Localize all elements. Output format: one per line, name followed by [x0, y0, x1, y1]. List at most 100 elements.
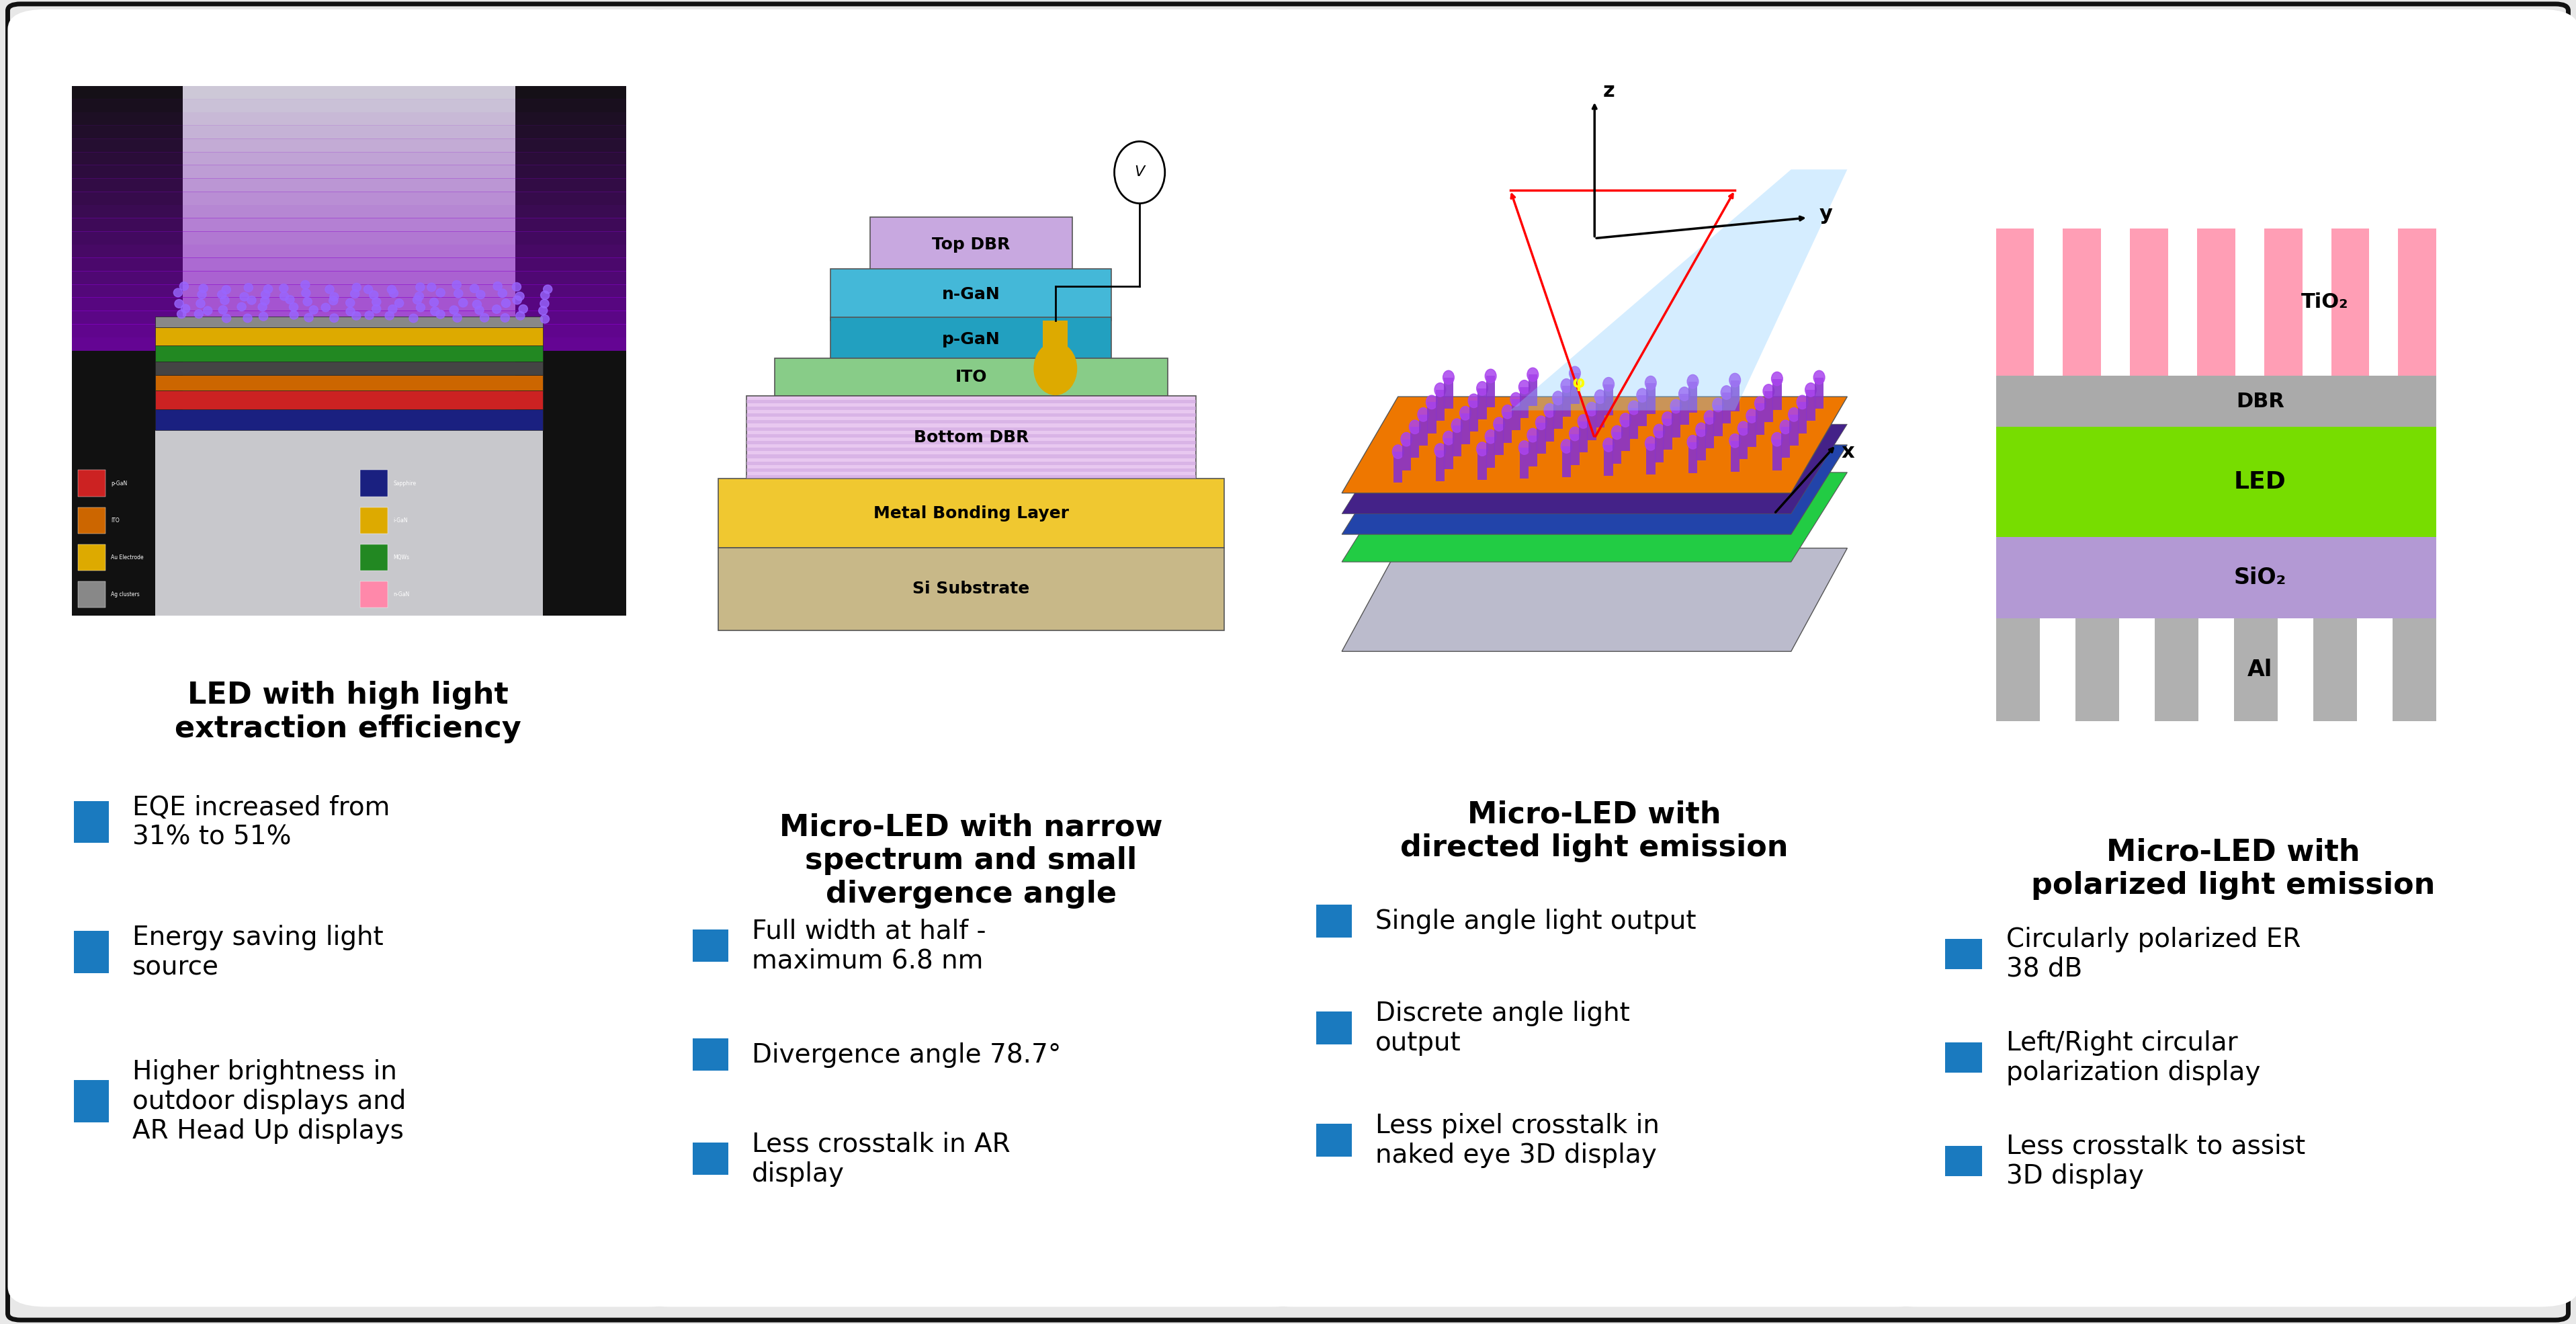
Circle shape	[180, 282, 188, 290]
Circle shape	[515, 293, 523, 301]
Polygon shape	[1510, 169, 1847, 410]
Text: TiO₂: TiO₂	[2300, 293, 2349, 312]
Text: Sapphire: Sapphire	[394, 481, 417, 486]
Bar	[1468, 401, 1479, 432]
Circle shape	[1754, 397, 1765, 410]
Text: Si Substrate: Si Substrate	[912, 581, 1030, 597]
Circle shape	[1520, 380, 1530, 395]
Text: Metal Bonding Layer: Metal Bonding Layer	[873, 506, 1069, 522]
Text: Left/Right circular
polarization display: Left/Right circular polarization display	[2007, 1030, 2262, 1086]
Circle shape	[1561, 379, 1571, 392]
Bar	[719, 479, 1224, 548]
Circle shape	[1628, 401, 1638, 414]
Bar	[1996, 538, 2437, 618]
Text: Ag clusters: Ag clusters	[111, 592, 139, 597]
Circle shape	[1687, 436, 1698, 449]
Bar	[1394, 451, 1401, 483]
Bar	[1945, 1145, 1981, 1176]
Bar	[1996, 618, 2040, 720]
Bar	[72, 126, 626, 139]
Circle shape	[289, 303, 299, 311]
Polygon shape	[1342, 397, 1847, 493]
Bar	[2076, 618, 2120, 720]
Bar	[1571, 373, 1579, 404]
Circle shape	[1409, 420, 1419, 434]
Bar	[1479, 388, 1486, 420]
Circle shape	[1577, 414, 1589, 429]
Bar	[1043, 320, 1066, 368]
Circle shape	[1646, 437, 1656, 450]
Bar	[1687, 442, 1698, 473]
Bar	[155, 346, 544, 361]
Circle shape	[1814, 371, 1824, 384]
Circle shape	[1543, 404, 1556, 417]
Bar	[1739, 429, 1749, 459]
Circle shape	[330, 314, 337, 322]
Bar	[1520, 387, 1528, 418]
Bar	[1772, 440, 1783, 470]
Circle shape	[1654, 424, 1664, 438]
Circle shape	[415, 293, 422, 301]
Bar	[72, 192, 626, 205]
Circle shape	[260, 290, 270, 299]
Circle shape	[1728, 373, 1741, 387]
Circle shape	[1435, 444, 1445, 457]
Circle shape	[1443, 432, 1453, 445]
Bar	[1996, 618, 2437, 720]
Circle shape	[278, 283, 289, 293]
Circle shape	[204, 306, 211, 315]
Text: θ: θ	[1615, 277, 1628, 297]
Circle shape	[245, 283, 252, 291]
Bar	[747, 406, 1195, 410]
Polygon shape	[1342, 548, 1847, 651]
Circle shape	[1561, 440, 1571, 453]
Bar	[1646, 444, 1656, 474]
Circle shape	[477, 290, 484, 299]
Circle shape	[222, 314, 232, 323]
Bar	[72, 99, 626, 113]
Bar	[1790, 414, 1798, 446]
Bar	[75, 801, 108, 843]
Bar	[1409, 426, 1419, 458]
Bar	[1445, 377, 1453, 408]
Circle shape	[386, 285, 397, 294]
Polygon shape	[1342, 445, 1847, 535]
Circle shape	[513, 295, 520, 305]
Text: Energy saving light
source: Energy saving light source	[131, 924, 384, 980]
Circle shape	[196, 299, 206, 307]
Circle shape	[515, 311, 526, 320]
Bar	[1772, 379, 1783, 409]
Circle shape	[1417, 408, 1430, 421]
Circle shape	[1705, 410, 1716, 424]
Circle shape	[198, 285, 209, 293]
Circle shape	[322, 303, 330, 311]
Bar	[1553, 399, 1564, 429]
Circle shape	[1401, 433, 1412, 446]
Circle shape	[1739, 421, 1749, 436]
Circle shape	[368, 291, 379, 299]
Bar	[719, 548, 1224, 630]
Text: Divergence angle 78.7°: Divergence angle 78.7°	[752, 1042, 1061, 1067]
Circle shape	[1476, 381, 1489, 396]
Bar	[1587, 409, 1597, 440]
Text: Less crosstalk in AR
display: Less crosstalk in AR display	[752, 1132, 1010, 1186]
Bar	[1613, 433, 1620, 463]
Bar	[155, 375, 544, 391]
Circle shape	[371, 305, 381, 312]
Circle shape	[471, 301, 482, 308]
Text: Bottom DBR: Bottom DBR	[914, 429, 1028, 445]
Bar	[75, 931, 108, 973]
Circle shape	[1468, 395, 1479, 408]
Circle shape	[1484, 369, 1497, 383]
Bar	[72, 258, 626, 271]
Circle shape	[451, 306, 459, 314]
Circle shape	[389, 305, 397, 314]
Bar	[155, 409, 544, 430]
Bar	[77, 544, 106, 571]
Text: z: z	[1602, 81, 1615, 101]
Bar	[747, 441, 1195, 445]
Circle shape	[541, 315, 549, 323]
Bar	[1814, 377, 1824, 408]
Bar	[1765, 391, 1772, 422]
Bar	[1806, 389, 1816, 421]
